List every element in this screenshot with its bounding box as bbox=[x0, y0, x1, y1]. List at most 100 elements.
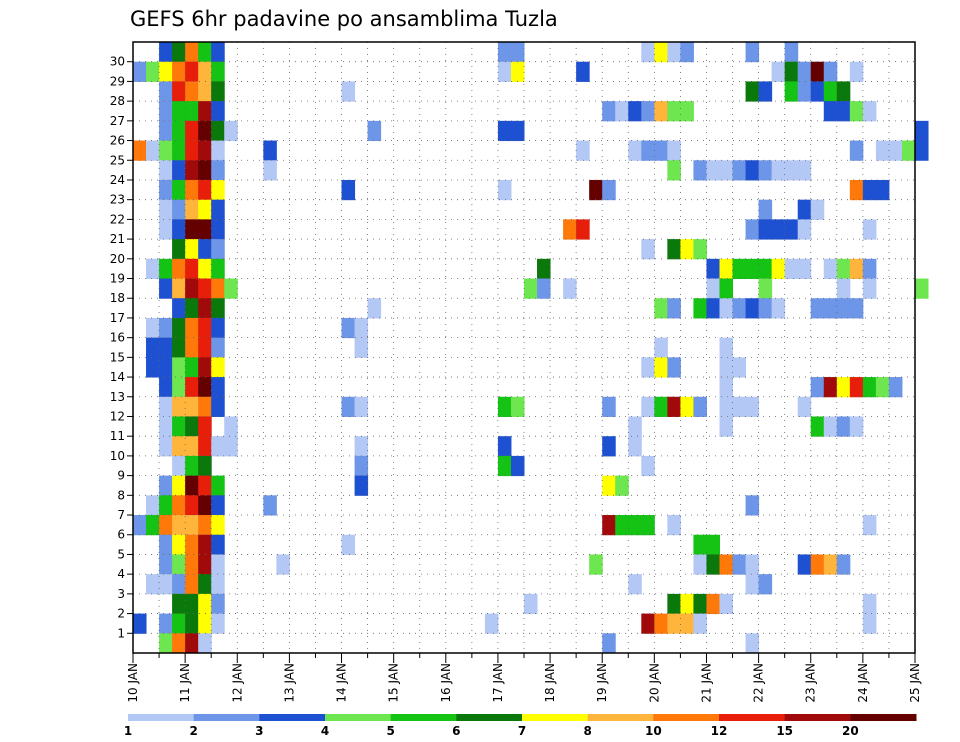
heatmap-cell bbox=[602, 515, 616, 536]
y-tick-label: 7 bbox=[117, 508, 125, 522]
heatmap-cell bbox=[198, 101, 212, 122]
heatmap-cell bbox=[354, 475, 369, 496]
heatmap-cell bbox=[198, 515, 212, 536]
heatmap-cell bbox=[915, 278, 929, 299]
heatmap-cell bbox=[341, 396, 356, 417]
heatmap-cell bbox=[159, 160, 173, 181]
heatmap-cell bbox=[875, 140, 890, 161]
heatmap-cell bbox=[745, 495, 760, 516]
heatmap-cells bbox=[133, 42, 929, 654]
heatmap-cell bbox=[888, 377, 903, 398]
heatmap-cell bbox=[159, 554, 173, 575]
heatmap-cell bbox=[185, 436, 199, 457]
x-tick-label: 22 JAN bbox=[752, 663, 766, 703]
heatmap-cell bbox=[784, 160, 799, 181]
colorbar-swatch bbox=[390, 714, 457, 721]
heatmap-cell bbox=[771, 61, 786, 82]
heatmap-cell bbox=[797, 258, 812, 280]
heatmap-cell bbox=[146, 337, 160, 358]
heatmap-cell bbox=[719, 278, 734, 299]
heatmap-cell bbox=[628, 101, 642, 122]
heatmap-cell bbox=[771, 258, 786, 280]
heatmap-cell bbox=[524, 593, 538, 615]
heatmap-cell bbox=[732, 396, 747, 417]
heatmap-cell bbox=[745, 633, 760, 654]
heatmap-cell bbox=[849, 61, 864, 82]
heatmap-cell bbox=[159, 101, 173, 122]
heatmap-cell bbox=[172, 160, 186, 181]
heatmap-cell bbox=[198, 120, 212, 142]
heatmap-cell bbox=[849, 377, 864, 398]
heatmap-cell bbox=[875, 377, 890, 398]
y-tick-label: 14 bbox=[110, 370, 125, 384]
x-tick-label: 18 JAN bbox=[543, 663, 557, 703]
heatmap-cell bbox=[901, 140, 916, 161]
heatmap-cell bbox=[146, 357, 160, 378]
heatmap-cell bbox=[823, 554, 838, 575]
heatmap-cell bbox=[706, 593, 720, 615]
heatmap-cell bbox=[836, 101, 851, 122]
heatmap-cell bbox=[159, 357, 173, 378]
heatmap-cell bbox=[185, 633, 199, 654]
heatmap-cell bbox=[576, 219, 590, 240]
heatmap-cell bbox=[185, 61, 199, 82]
heatmap-cell bbox=[211, 120, 225, 142]
heatmap-cell bbox=[159, 120, 173, 142]
x-tick-label: 12 JAN bbox=[230, 663, 244, 703]
colorbar-tick-label: 10 bbox=[645, 724, 662, 738]
heatmap-cell bbox=[758, 160, 773, 181]
heatmap-cell bbox=[198, 239, 212, 260]
colorbar-tick-label: 7 bbox=[518, 724, 526, 738]
heatmap-cell bbox=[224, 436, 238, 457]
heatmap-cell bbox=[628, 140, 642, 161]
heatmap-cell bbox=[159, 416, 173, 437]
y-tick-label: 9 bbox=[117, 469, 125, 483]
heatmap-cell bbox=[654, 101, 668, 122]
heatmap-cell bbox=[172, 61, 186, 82]
heatmap-cell bbox=[133, 613, 147, 634]
heatmap-cell bbox=[862, 179, 877, 201]
heatmap-cell bbox=[693, 534, 707, 555]
heatmap-cell bbox=[198, 199, 212, 220]
colorbar-swatch bbox=[456, 714, 523, 721]
colorbar-tick-label: 1 bbox=[124, 724, 132, 738]
heatmap-cell bbox=[146, 574, 160, 595]
heatmap-cell bbox=[198, 258, 212, 280]
y-tick-label: 13 bbox=[110, 390, 125, 404]
heatmap-cell bbox=[159, 574, 173, 595]
heatmap-cell bbox=[159, 613, 173, 634]
heatmap-cell bbox=[185, 475, 199, 496]
heatmap-cell bbox=[367, 298, 382, 319]
heatmap-cell bbox=[185, 179, 199, 201]
heatmap-cell bbox=[563, 278, 577, 299]
colorbar-tick-label: 8 bbox=[583, 724, 591, 738]
y-tick-label: 2 bbox=[117, 607, 125, 621]
colorbar-swatch bbox=[784, 714, 851, 721]
heatmap-cell bbox=[641, 455, 655, 477]
heatmap-cell bbox=[836, 416, 851, 437]
heatmap-cell bbox=[667, 396, 681, 417]
heatmap-cell bbox=[211, 534, 225, 555]
colorbar-swatch bbox=[259, 714, 326, 721]
heatmap-cell bbox=[732, 357, 747, 378]
heatmap-cell bbox=[797, 554, 812, 575]
colorbar-swatch bbox=[719, 714, 786, 721]
heatmap-cell bbox=[810, 298, 825, 319]
colorbar-tick-label: 3 bbox=[255, 724, 263, 738]
heatmap-cell bbox=[836, 81, 851, 102]
heatmap-cell bbox=[719, 593, 734, 615]
heatmap-cell bbox=[172, 179, 186, 201]
heatmap-cell bbox=[185, 160, 199, 181]
heatmap-cell bbox=[719, 337, 734, 358]
y-tick-label: 4 bbox=[117, 567, 125, 581]
heatmap-cell bbox=[706, 258, 720, 280]
heatmap-cell bbox=[172, 396, 186, 417]
heatmap-cell bbox=[745, 258, 760, 280]
heatmap-cell bbox=[849, 101, 864, 122]
heatmap-cell bbox=[784, 258, 799, 280]
heatmap-cell bbox=[510, 42, 525, 63]
heatmap-cell bbox=[888, 140, 903, 161]
heatmap-cell bbox=[667, 140, 681, 161]
colorbar-legend: 1 2 3 4 5 6 7 8 10 12 15 20 bbox=[124, 714, 917, 738]
heatmap-cell bbox=[667, 101, 681, 122]
